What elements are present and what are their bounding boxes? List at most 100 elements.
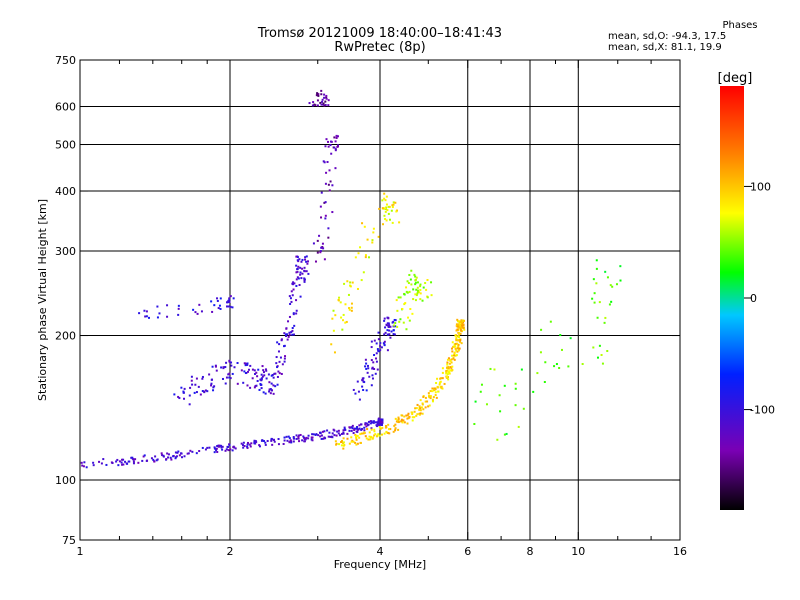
data-point (379, 344, 382, 347)
data-point (289, 302, 292, 305)
data-point (180, 456, 183, 459)
data-point (295, 255, 298, 258)
data-point (365, 425, 368, 428)
data-point (387, 325, 390, 328)
data-point (383, 214, 386, 217)
data-point (232, 297, 235, 300)
data-point (307, 260, 310, 263)
data-point (216, 450, 219, 453)
data-point (392, 320, 395, 323)
data-point (233, 446, 236, 449)
data-point (249, 386, 252, 389)
data-point (249, 445, 252, 448)
data-point (258, 444, 261, 447)
data-point (210, 300, 213, 303)
data-point (270, 382, 273, 385)
data-point (419, 399, 422, 402)
data-point (295, 264, 298, 267)
data-point (330, 152, 333, 155)
data-point (456, 318, 459, 321)
data-point (350, 306, 353, 309)
data-point (291, 294, 294, 297)
data-point (296, 270, 299, 273)
data-point (375, 360, 378, 363)
data-point (388, 205, 391, 208)
data-point (174, 456, 177, 459)
data-point (299, 273, 302, 276)
data-point (219, 307, 222, 310)
data-point (426, 278, 429, 281)
data-point (318, 234, 321, 237)
data-point (251, 368, 254, 371)
data-point (217, 307, 220, 310)
data-point (253, 442, 256, 445)
data-point (358, 436, 361, 439)
colorbar (720, 86, 744, 510)
data-point (246, 370, 249, 373)
data-point (295, 309, 298, 312)
data-point (391, 204, 394, 207)
data-point (317, 94, 320, 97)
data-point (132, 460, 135, 463)
data-point (320, 93, 323, 96)
data-point (619, 279, 622, 282)
data-point (424, 406, 427, 409)
data-point (370, 359, 373, 362)
data-point (413, 416, 416, 419)
data-point (304, 256, 307, 259)
data-point (276, 366, 279, 369)
data-point (611, 285, 614, 288)
data-point (201, 377, 204, 380)
y-tick-label: 500 (55, 139, 76, 152)
data-point (276, 341, 279, 344)
data-point (145, 459, 148, 462)
data-point (419, 283, 422, 286)
data-point (434, 388, 437, 391)
data-point (383, 432, 386, 435)
data-point (216, 299, 219, 302)
data-point (368, 375, 371, 378)
data-point (300, 277, 303, 280)
data-point (257, 368, 260, 371)
data-point (414, 283, 417, 286)
data-point (337, 432, 340, 435)
data-point (217, 445, 220, 448)
data-point (383, 192, 386, 195)
data-point (262, 371, 265, 374)
chart-subtitle: RwPretec (8p) (334, 40, 426, 55)
data-point (438, 383, 441, 386)
data-point (328, 169, 331, 172)
data-point (411, 416, 414, 419)
data-point (192, 308, 195, 311)
data-point (455, 339, 458, 342)
data-point (361, 427, 364, 430)
data-point (219, 297, 222, 300)
data-point (457, 334, 460, 337)
data-point (285, 327, 288, 330)
data-point (364, 256, 367, 259)
data-point (286, 333, 289, 336)
data-point (446, 366, 449, 369)
data-point (292, 436, 295, 439)
data-point (229, 448, 232, 451)
data-point (345, 320, 348, 323)
data-point (382, 342, 385, 345)
data-point (456, 328, 459, 331)
data-point (372, 420, 375, 423)
data-point (455, 349, 458, 352)
data-point (228, 360, 231, 363)
data-point (338, 434, 341, 437)
data-point (332, 309, 335, 312)
data-point (315, 94, 318, 97)
data-point (372, 361, 375, 364)
data-point (460, 321, 463, 324)
data-point (350, 309, 353, 312)
data-point (352, 440, 355, 443)
data-point (346, 432, 349, 435)
data-point (454, 342, 457, 345)
data-point (458, 347, 461, 350)
data-point (303, 280, 306, 283)
data-point (295, 312, 298, 315)
data-point (462, 319, 465, 322)
